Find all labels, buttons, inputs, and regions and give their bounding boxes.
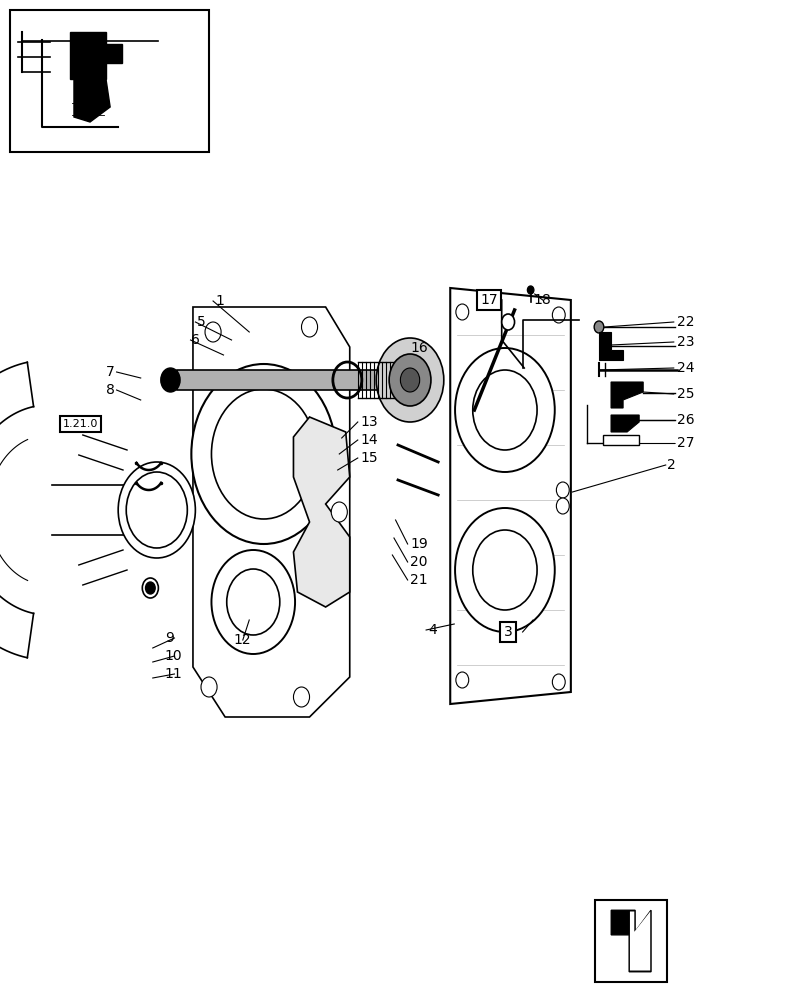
Text: 5: 5 (197, 315, 206, 329)
Polygon shape (450, 288, 570, 704)
Polygon shape (602, 435, 638, 445)
Circle shape (201, 677, 217, 697)
Circle shape (400, 368, 419, 392)
Circle shape (556, 498, 569, 514)
Polygon shape (177, 370, 392, 390)
Circle shape (142, 578, 158, 598)
Circle shape (226, 569, 279, 635)
Text: 27: 27 (676, 436, 694, 450)
Circle shape (331, 502, 347, 522)
Circle shape (126, 472, 187, 548)
Bar (594, 900, 666, 982)
Circle shape (454, 508, 554, 632)
Polygon shape (598, 332, 622, 360)
Polygon shape (293, 417, 349, 607)
Text: 4: 4 (428, 623, 437, 637)
Circle shape (118, 462, 195, 558)
Circle shape (389, 354, 430, 406)
Text: 15: 15 (360, 451, 377, 465)
Polygon shape (610, 382, 642, 408)
Circle shape (527, 286, 533, 294)
Circle shape (191, 364, 336, 544)
Text: 2: 2 (666, 458, 675, 472)
Text: 12: 12 (233, 633, 251, 647)
Polygon shape (610, 910, 650, 972)
Text: 23: 23 (676, 335, 694, 349)
Circle shape (556, 482, 569, 498)
Text: 6: 6 (191, 333, 200, 347)
Text: 19: 19 (410, 537, 427, 551)
Polygon shape (106, 44, 122, 63)
Polygon shape (611, 911, 650, 971)
Circle shape (161, 368, 180, 392)
Text: 17: 17 (479, 293, 497, 307)
Text: 24: 24 (676, 361, 694, 375)
Text: 8: 8 (106, 383, 115, 397)
Text: 20: 20 (410, 555, 427, 569)
Circle shape (454, 348, 554, 472)
Text: 13: 13 (360, 415, 377, 429)
Circle shape (301, 317, 317, 337)
Circle shape (472, 370, 536, 450)
Circle shape (552, 674, 565, 690)
Text: 26: 26 (676, 413, 694, 427)
Circle shape (501, 314, 514, 330)
Polygon shape (70, 32, 106, 79)
Text: 3: 3 (503, 625, 512, 639)
Text: 1: 1 (215, 294, 224, 308)
Circle shape (211, 550, 295, 654)
Polygon shape (610, 415, 638, 432)
Circle shape (455, 672, 468, 688)
Text: 11: 11 (165, 667, 182, 681)
Text: 1.21.0: 1.21.0 (63, 419, 98, 429)
Circle shape (211, 389, 316, 519)
Circle shape (552, 307, 565, 323)
Text: 25: 25 (676, 387, 694, 401)
Text: 22: 22 (676, 315, 694, 329)
Polygon shape (193, 307, 349, 717)
Text: 14: 14 (360, 433, 377, 447)
Circle shape (455, 304, 468, 320)
Text: 16: 16 (410, 341, 427, 355)
Text: 18: 18 (532, 293, 550, 307)
Polygon shape (74, 80, 110, 122)
Text: 7: 7 (106, 365, 115, 379)
Circle shape (376, 338, 443, 422)
Circle shape (593, 321, 603, 333)
Circle shape (205, 322, 221, 342)
Bar (10, 10, 209, 152)
Text: 21: 21 (410, 573, 427, 587)
Circle shape (472, 530, 536, 610)
Circle shape (145, 582, 155, 594)
Text: 10: 10 (165, 649, 182, 663)
Text: 9: 9 (165, 631, 173, 645)
Circle shape (293, 687, 309, 707)
